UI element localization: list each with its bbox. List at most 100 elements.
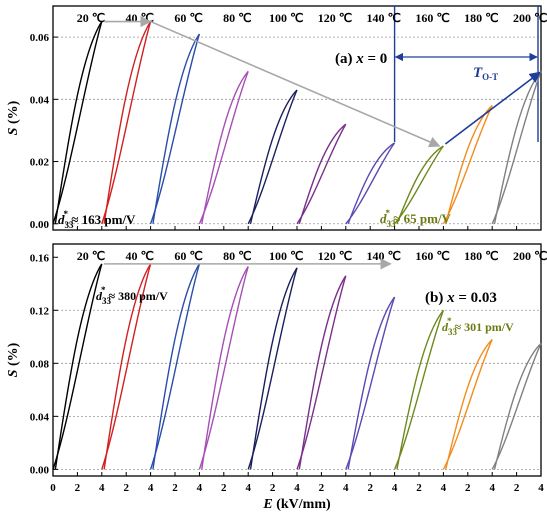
- temperature-label: 20 ℃: [77, 249, 105, 263]
- panel-a-frame: [52, 5, 542, 231]
- strain-loop-falling: [201, 266, 249, 470]
- x-tick-label: 4: [392, 482, 398, 494]
- x-tick-label: 2: [172, 482, 178, 494]
- x-tick-label: 2: [465, 482, 471, 494]
- strain-loop-falling: [298, 123, 347, 224]
- x-tick-label: 2: [123, 482, 129, 494]
- strain-loop-falling: [152, 33, 200, 224]
- y-tick-label: 0.04: [30, 411, 50, 423]
- panel-a-annotation-20c: d33* ≈ 163 pm/V: [58, 209, 136, 230]
- panel-b-annotation-160c: d33* ≈ 301 pm/V: [442, 316, 514, 337]
- strain-loop-rising: [52, 263, 103, 470]
- x-tick-label: 2: [221, 482, 227, 494]
- temperature-label: 40 ℃: [126, 249, 154, 263]
- x-tick-label: 2: [514, 482, 520, 494]
- panel-b-strain-loops: [52, 263, 542, 470]
- strain-loop-rising: [101, 21, 152, 225]
- strain-loop-falling: [298, 275, 347, 470]
- y-tick-label: 0.00: [30, 464, 50, 476]
- x-tick-label: 4: [99, 482, 105, 494]
- strain-loop-falling: [396, 145, 444, 225]
- panel-a-gridlines: [53, 36, 541, 225]
- panel-a-range-lines: [393, 6, 539, 142]
- temperature-label: 140 ℃: [367, 11, 401, 25]
- temperature-label: 60 ℃: [174, 11, 202, 25]
- strain-loop-falling: [249, 89, 298, 224]
- panel-b-temperature-labels: 20 ℃ 40 ℃ 60 ℃ 80 ℃ 100 ℃ 120 ℃ 140 ℃ 160 ℃ 180 …: [77, 249, 547, 263]
- strain-loop-rising: [149, 33, 201, 225]
- panel-a-temperature-labels: 20 ℃ 40 ℃ 60 ℃ 80 ℃ 100 ℃ 120 ℃ 140 ℃ 160 ℃ 180 …: [77, 11, 547, 25]
- t-ot-label: TO-T: [473, 65, 498, 82]
- trend-arrow: [150, 20, 441, 148]
- panel-b-y-axis-label: S (%): [6, 342, 21, 377]
- panel-b-label: (b) x = 0.03: [425, 290, 497, 306]
- strain-loop-falling: [54, 263, 103, 470]
- panel-a-strain-loops: [52, 21, 542, 225]
- x-tick-label: 4: [245, 482, 251, 494]
- strain-loop-rising: [101, 263, 152, 470]
- x-tick-label: 2: [319, 482, 325, 494]
- temperature-label: 80 ℃: [223, 249, 251, 263]
- temperature-label: 80 ℃: [223, 11, 251, 25]
- temperature-label: 120 ℃: [318, 11, 352, 25]
- strain-loop-rising: [149, 263, 201, 470]
- strain-loop-falling: [396, 309, 444, 470]
- strain-loop-rising: [247, 267, 298, 470]
- x-axis: 0 2 4 2 4 2 4 2 4 2 4 2 4 2 4 2 4 2 4 2 4: [50, 226, 544, 494]
- panel-a-annotation-160c: d33* ≈ 65 pm/V: [380, 208, 452, 229]
- x-tick-label: 2: [416, 482, 422, 494]
- temperature-label: 100 ℃: [269, 11, 303, 25]
- strain-loop-falling: [347, 142, 395, 225]
- temperature-label: 60 ℃: [174, 249, 202, 263]
- x-tick-label: 4: [197, 482, 203, 494]
- panel-a-label: (a) x = 0: [335, 51, 387, 67]
- x-tick-label: 4: [441, 482, 447, 494]
- temperature-label: 140 ℃: [367, 249, 401, 263]
- strain-loop-rising: [52, 21, 103, 225]
- temperature-label: 180 ℃: [464, 11, 498, 25]
- x-tick-label: 0: [50, 482, 56, 494]
- panel-b: 0.00 0.04 0.08 0.12 0.16 20 ℃ 40 ℃ 60 ℃ 80 ℃ 100…: [30, 243, 547, 477]
- panel-a-y-axis-label: S (%): [6, 100, 21, 135]
- y-tick-label: 0.12: [30, 305, 50, 317]
- panel-b-annotation-20c: d33* ≈ 380 pm/V: [96, 285, 168, 306]
- x-tick-label: 4: [148, 482, 154, 494]
- temperature-label: 200 ℃: [513, 249, 547, 263]
- temperature-label: 160 ℃: [415, 11, 449, 25]
- strain-loop-falling: [152, 263, 200, 470]
- panel-b-y-axis: 0.00 0.04 0.08 0.12 0.16: [30, 252, 58, 476]
- temperature-label: 180 ℃: [464, 249, 498, 263]
- y-tick-label: 0.06: [30, 32, 50, 44]
- strain-loop-falling: [249, 267, 298, 470]
- strain-loop-falling: [347, 296, 396, 470]
- temperature-label: 120 ℃: [318, 249, 352, 263]
- panel-b-frame: [52, 243, 542, 477]
- x-tick-label: 4: [294, 482, 300, 494]
- x-tick-label: 2: [367, 482, 373, 494]
- increase-arrow: [444, 71, 541, 145]
- strain-loop-rising: [296, 275, 347, 470]
- strain-loop-falling: [493, 342, 542, 470]
- strain-loop-falling: [54, 21, 103, 224]
- panel-a: 0.000.020.040.06 20 ℃ 40 ℃ 60 ℃ 80 ℃ 100 ℃ 12…: [30, 5, 547, 231]
- x-tick-label: 4: [489, 482, 495, 494]
- panel-b-gridlines: [53, 309, 541, 470]
- temperature-label: 200 ℃: [513, 11, 547, 25]
- y-tick-label: 0.16: [30, 252, 50, 264]
- x-tick-label: 4: [538, 482, 544, 494]
- x-tick-label: 2: [75, 482, 81, 494]
- y-tick-label: 0.02: [30, 157, 50, 169]
- strain-loop-falling: [103, 21, 152, 224]
- y-tick-label: 0.04: [30, 94, 50, 106]
- y-tick-label: 0.08: [30, 358, 50, 370]
- x-axis-label: E (kV/mm): [262, 497, 331, 512]
- temperature-label: 100 ℃: [269, 249, 303, 263]
- strain-loop-falling: [445, 338, 493, 470]
- strain-loop-falling: [201, 70, 249, 224]
- x-tick-label: 4: [343, 482, 349, 494]
- temperature-label: 160 ℃: [415, 249, 449, 263]
- panel-a-arrows: [103, 15, 541, 148]
- strain-loop-rising: [198, 266, 249, 470]
- panel-a-y-axis: 0.00 0.02 0.04 0.06: [30, 32, 58, 231]
